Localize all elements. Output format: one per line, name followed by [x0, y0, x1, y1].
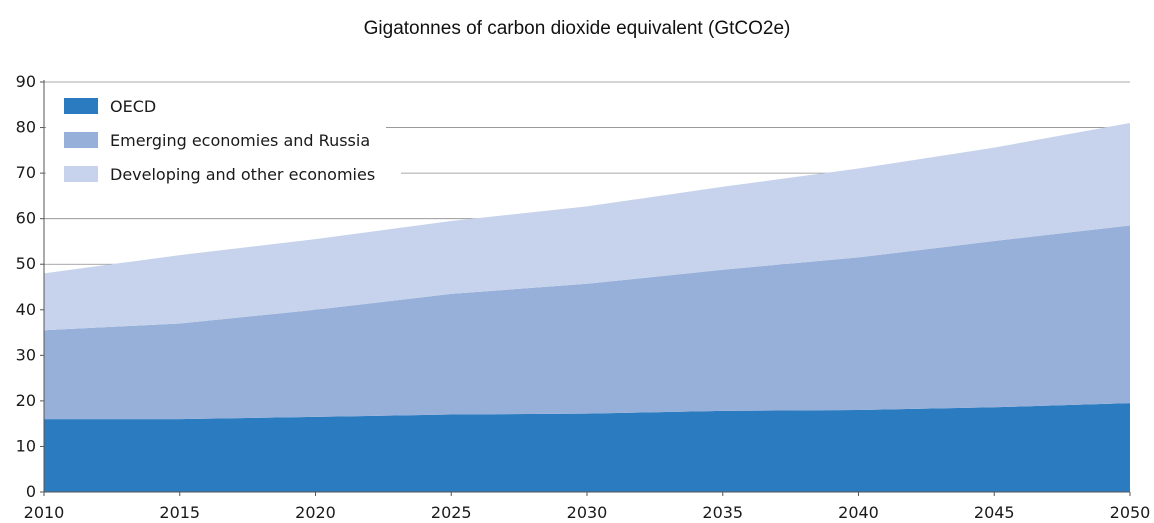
legend-label-3: Developing and other economies — [110, 165, 375, 184]
y-tick-label-0: 0 — [26, 482, 36, 501]
area-series-1 — [44, 403, 1130, 492]
y-tick-label-30: 30 — [16, 345, 36, 364]
x-tick-label-2010: 2010 — [24, 503, 65, 522]
legend-swatch-1 — [64, 98, 98, 114]
area-series — [44, 123, 1130, 492]
chart-title: Gigatonnes of carbon dioxide equivalent … — [363, 18, 791, 39]
y-tick-label-80: 80 — [16, 118, 36, 137]
legend: OECD Emerging economies and Russia Develop… — [46, 88, 401, 190]
x-tick-label-2020: 2020 — [295, 503, 336, 522]
y-tick-label-60: 60 — [16, 209, 36, 228]
legend-label-2: Emerging economies and Russia — [110, 131, 370, 150]
y-tick-label-10: 10 — [16, 436, 36, 455]
area-series-3 — [44, 123, 1130, 331]
x-tick-label-2040: 2040 — [838, 503, 879, 522]
x-tick-label-2025: 2025 — [431, 503, 472, 522]
legend-swatch-3 — [64, 166, 98, 182]
legend-swatch-2 — [64, 132, 98, 148]
area-series-2 — [44, 225, 1130, 420]
y-tick-label-90: 90 — [16, 72, 36, 91]
x-tick-label-2045: 2045 — [974, 503, 1015, 522]
y-tick-label-40: 40 — [16, 300, 36, 319]
legend-background-3 — [46, 156, 401, 190]
legend-background-2 — [46, 122, 386, 156]
legend-label-1: OECD — [110, 97, 156, 116]
x-tick-label-2050: 2050 — [1110, 503, 1151, 522]
x-tick-label-2015: 2015 — [159, 503, 200, 522]
y-tick-label-20: 20 — [16, 391, 36, 410]
y-tick-label-70: 70 — [16, 163, 36, 182]
y-tick-label-50: 50 — [16, 254, 36, 273]
x-tick-label-2035: 2035 — [702, 503, 743, 522]
x-tick-label-2030: 2030 — [567, 503, 608, 522]
